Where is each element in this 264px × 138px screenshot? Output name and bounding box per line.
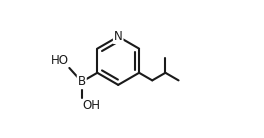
Text: N: N xyxy=(114,30,122,43)
Text: B: B xyxy=(78,75,86,88)
Text: HO: HO xyxy=(51,54,69,67)
Text: OH: OH xyxy=(82,99,100,112)
